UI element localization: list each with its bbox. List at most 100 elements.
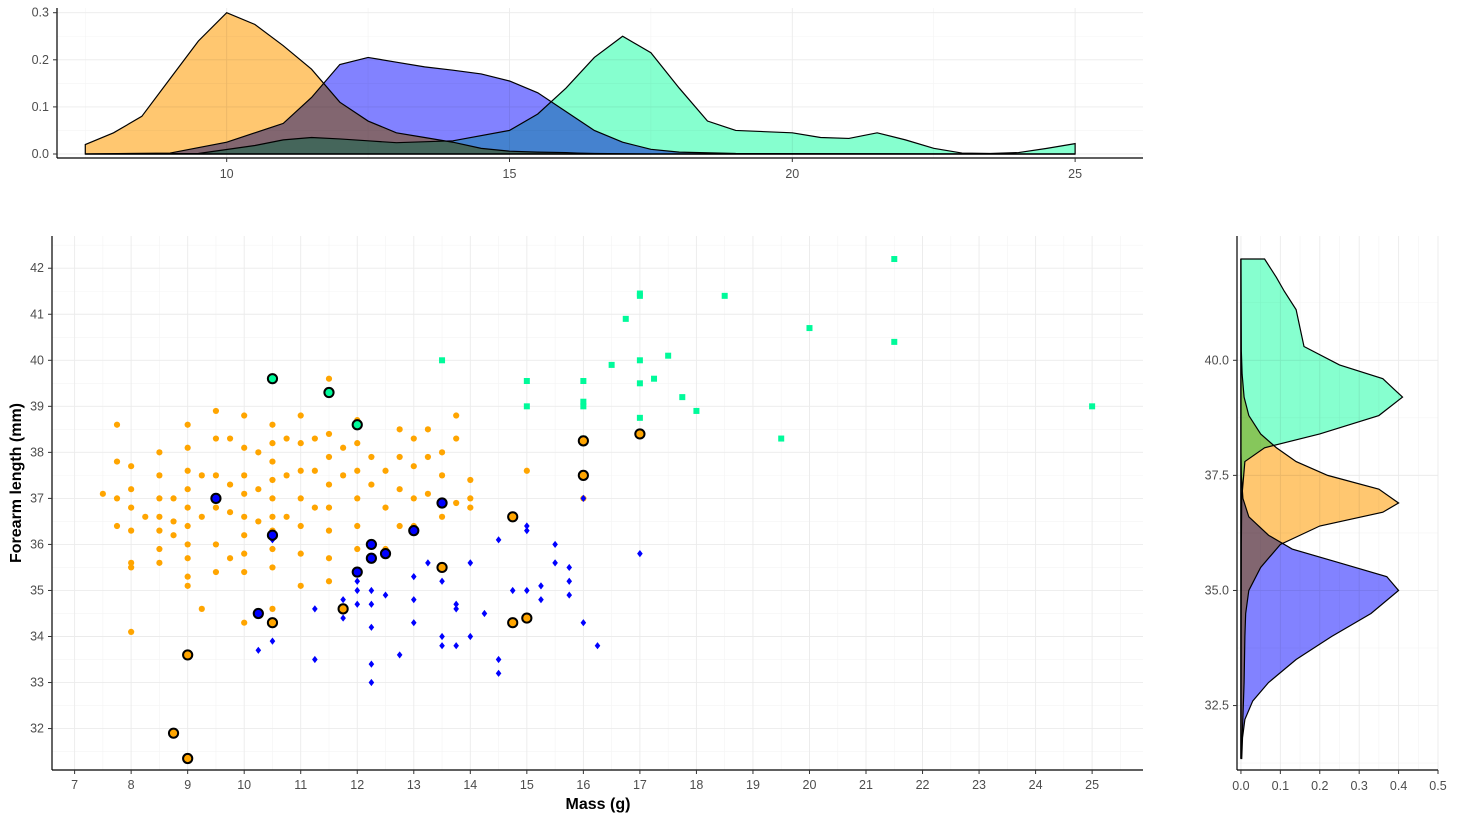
data-point-orange <box>241 513 248 520</box>
data-point-orange <box>297 440 304 447</box>
data-point-teal <box>523 403 530 410</box>
data-point-teal <box>778 435 785 442</box>
y-tick-label: 32 <box>30 722 44 736</box>
data-point-orange <box>128 564 135 571</box>
data-point-orange <box>410 495 417 502</box>
y-tick-label: 0.1 <box>32 100 49 114</box>
data-point-blue <box>425 559 431 567</box>
highlight-point-blue <box>266 529 279 541</box>
x-tick-label: 22 <box>916 778 930 792</box>
data-point-orange <box>212 472 220 479</box>
data-point-orange <box>297 495 304 502</box>
data-point-orange <box>113 495 121 502</box>
data-point-teal <box>891 338 898 345</box>
x-tick-label: 14 <box>463 778 477 792</box>
highlight-point-blue <box>365 538 377 551</box>
data-point-orange <box>156 559 163 566</box>
data-point-blue <box>354 600 361 608</box>
data-point-blue <box>439 642 445 650</box>
data-point-orange <box>325 578 333 585</box>
data-point-orange <box>212 407 220 415</box>
data-point-orange <box>325 481 333 488</box>
data-point-orange <box>198 513 205 520</box>
data-point-orange <box>269 421 276 428</box>
data-point-orange <box>467 495 474 502</box>
data-point-orange <box>396 426 403 433</box>
density-area-teal <box>1240 258 1404 759</box>
y-tick-label: 40.0 <box>1205 353 1229 367</box>
data-point-orange <box>128 463 135 470</box>
data-point-orange <box>128 486 135 493</box>
data-point-orange <box>283 513 290 520</box>
data-point-orange <box>311 435 318 442</box>
data-point-blue <box>538 582 544 590</box>
data-point-orange <box>325 453 333 461</box>
data-point-orange <box>297 582 304 589</box>
highlight-point-orange <box>182 752 194 765</box>
data-point-orange <box>241 532 248 539</box>
data-point-teal <box>580 403 587 410</box>
data-point-orange <box>424 453 432 461</box>
highlight-point-orange <box>634 428 646 440</box>
data-point-teal <box>439 357 446 364</box>
highlight-point-orange <box>337 603 349 615</box>
data-point-orange <box>424 490 432 497</box>
x-tick-label: 0.3 <box>1350 779 1367 793</box>
data-point-teal <box>693 407 700 414</box>
data-point-blue <box>566 563 573 572</box>
y-tick-label: 41 <box>30 307 44 321</box>
data-point-orange <box>453 499 460 507</box>
y-tick-label: 37.5 <box>1205 468 1229 482</box>
data-point-blue <box>580 494 587 502</box>
data-point-orange <box>297 522 304 530</box>
highlight-point-orange <box>577 435 589 447</box>
data-point-orange <box>241 619 248 626</box>
data-point-orange <box>184 486 191 493</box>
y-tick-label: 35 <box>30 583 44 597</box>
data-point-blue <box>467 559 474 567</box>
data-point-orange <box>297 467 304 474</box>
data-point-orange <box>368 453 375 461</box>
data-point-blue <box>312 605 318 613</box>
x-tick-label: 18 <box>689 778 703 792</box>
data-point-orange <box>184 582 191 589</box>
x-tick-label: 0.2 <box>1311 779 1328 793</box>
data-point-orange <box>113 522 121 530</box>
highlight-point-blue <box>252 607 264 620</box>
highlight-point-orange <box>182 649 194 661</box>
data-point-orange <box>269 495 276 502</box>
data-point-orange <box>212 504 220 511</box>
highlight-point-blue <box>210 492 222 504</box>
x-tick-label: 9 <box>184 778 191 792</box>
data-point-teal <box>580 378 587 385</box>
highlight-point-teal <box>323 386 335 399</box>
data-point-orange <box>184 504 191 511</box>
data-point-teal <box>679 394 686 401</box>
scatter-panel: 7 8 9 10 11 12 13 14 15 16 17 18 19 20 21 22 23 24 25 32 33 3… <box>30 236 1143 792</box>
data-point-orange <box>269 605 276 612</box>
data-point-orange <box>325 430 333 438</box>
data-point-blue <box>467 632 474 641</box>
y-tick-label: 0.3 <box>32 6 49 20</box>
data-point-blue <box>580 619 587 627</box>
data-point-orange <box>453 412 460 419</box>
data-point-orange <box>128 504 135 511</box>
data-point-orange <box>325 527 333 534</box>
data-point-orange <box>297 412 304 419</box>
data-point-orange <box>410 435 417 442</box>
x-tick-label: 10 <box>220 167 234 181</box>
data-point-orange <box>241 490 248 497</box>
data-point-teal <box>636 380 643 387</box>
data-point-orange <box>269 440 276 447</box>
data-point-orange <box>410 463 417 470</box>
data-point-orange <box>128 559 135 566</box>
data-point-orange <box>396 522 403 530</box>
data-point-orange <box>269 564 276 571</box>
data-point-orange <box>99 490 106 497</box>
right-density-panel: 0.0 0.1 0.2 0.3 0.4 0.5 32.5 35.0 37.5 40.0 <box>1205 236 1447 793</box>
data-point-teal <box>665 352 672 359</box>
data-point-orange <box>255 449 262 456</box>
y-tick-label: 0.2 <box>32 53 49 67</box>
data-point-orange <box>128 628 135 635</box>
data-point-blue <box>368 660 375 668</box>
